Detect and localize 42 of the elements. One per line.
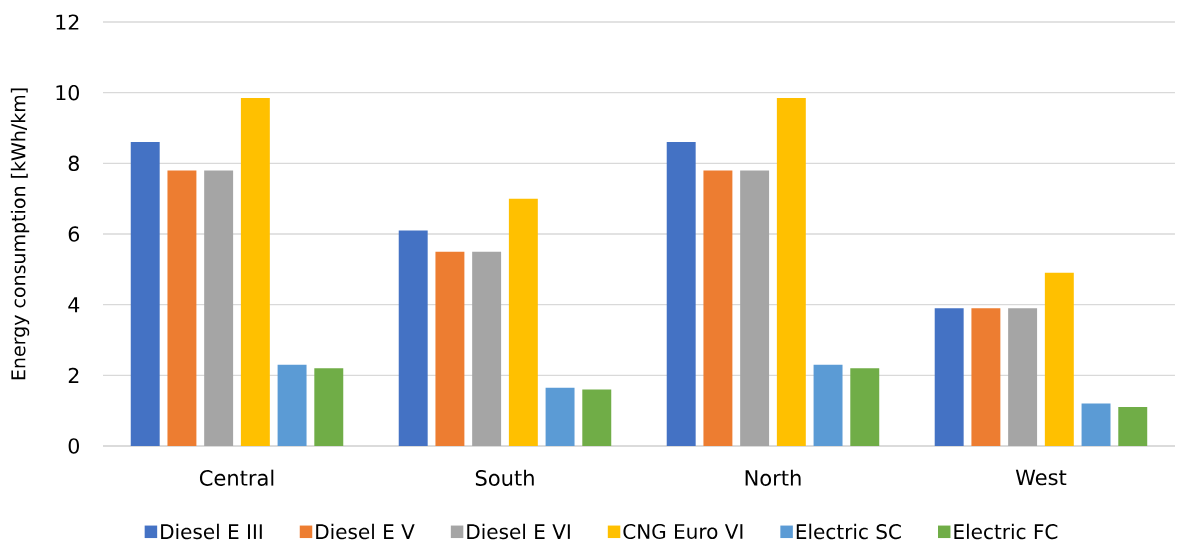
bar bbox=[1044, 272, 1074, 446]
bar bbox=[582, 389, 612, 446]
x-tick-label: West bbox=[1015, 469, 1067, 486]
bar bbox=[813, 364, 843, 446]
bar bbox=[167, 170, 197, 446]
bar bbox=[277, 364, 307, 446]
bar bbox=[435, 251, 465, 446]
bar bbox=[545, 387, 575, 446]
y-tick-label: 10 bbox=[56, 84, 79, 101]
bar bbox=[1008, 308, 1038, 446]
bar bbox=[776, 97, 806, 446]
bar bbox=[130, 142, 160, 446]
legend-label: Diesel E III bbox=[161, 523, 262, 540]
y-tick-label: 4 bbox=[68, 297, 80, 313]
y-tick-label: 2 bbox=[68, 367, 79, 383]
bar bbox=[204, 170, 234, 446]
bar bbox=[740, 170, 770, 446]
y-tick-label: 6 bbox=[68, 226, 80, 242]
bar bbox=[240, 97, 270, 446]
y-tick-label: 0 bbox=[68, 438, 79, 454]
bar bbox=[472, 251, 502, 446]
x-tick-label: North bbox=[745, 469, 801, 486]
x-tick-label: Central bbox=[199, 469, 274, 486]
bar bbox=[1118, 407, 1148, 446]
bar bbox=[703, 170, 733, 446]
bar bbox=[508, 198, 538, 446]
x-tick-label: South bbox=[475, 469, 534, 486]
legend-label: CNG Euro VI bbox=[623, 523, 743, 540]
bar bbox=[666, 142, 696, 446]
legend-label: Diesel E V bbox=[316, 523, 415, 540]
legend-label: Electric FC bbox=[954, 523, 1058, 540]
legend-label: Diesel E VI bbox=[467, 523, 570, 540]
y-tick-label: 8 bbox=[68, 155, 79, 172]
bar bbox=[1081, 403, 1111, 446]
y-axis-title: Energy consumption [kWh/km] bbox=[10, 88, 30, 380]
legend-label: Electric SC bbox=[796, 523, 901, 540]
bar bbox=[314, 368, 344, 446]
bar bbox=[398, 230, 428, 446]
bar bbox=[934, 308, 964, 446]
bar bbox=[971, 308, 1001, 446]
bar bbox=[850, 368, 880, 446]
y-tick-label: 12 bbox=[56, 14, 79, 30]
